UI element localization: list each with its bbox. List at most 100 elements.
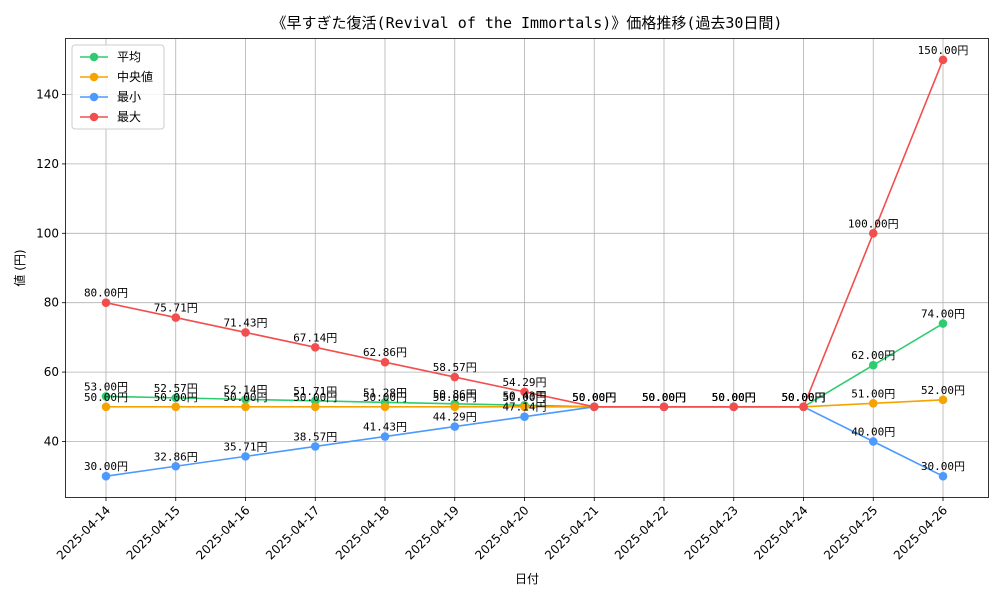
data-label: 62.00円: [851, 349, 895, 362]
data-label: 50.00円: [572, 391, 616, 404]
data-point: [799, 402, 808, 412]
data-label: 32.86円: [154, 450, 198, 463]
data-label: 50.00円: [781, 391, 825, 404]
data-label: 80.00円: [84, 287, 128, 300]
data-point: [101, 298, 111, 307]
data-label: 67.14円: [293, 331, 337, 344]
data-point: [868, 399, 878, 408]
data-point: [101, 392, 111, 401]
data-label: 50.00円: [572, 391, 616, 404]
data-label: 75.71円: [154, 302, 198, 315]
data-label: 52.14円: [223, 383, 267, 396]
legend-box: [71, 44, 165, 130]
series-layer: [101, 55, 948, 481]
data-point: [310, 402, 320, 412]
data-label: 40.00円: [851, 425, 895, 438]
chart-title: 《早すぎた復活(Revival of the Immortals)》価格推移(過…: [272, 14, 783, 32]
data-label: 50.00円: [642, 391, 686, 404]
legend-label: 最小: [117, 90, 141, 104]
data-label: 74.00円: [921, 308, 965, 321]
data-point: [241, 395, 250, 404]
data-label: 50.00円: [712, 391, 756, 404]
data-point: [241, 402, 250, 412]
x-tick-label: 2025-04-19: [403, 503, 462, 562]
legend-marker: [89, 52, 99, 62]
data-label: 50.00円: [223, 391, 267, 404]
data-label: 50.00円: [712, 391, 756, 404]
x-tick-label: 2025-04-16: [193, 503, 252, 562]
x-tick-label: 2025-04-15: [124, 503, 183, 562]
data-point: [938, 55, 948, 65]
data-point: [868, 360, 878, 370]
x-tick-label: 2025-04-23: [682, 503, 741, 562]
data-label: 50.00円: [781, 391, 825, 404]
data-point: [868, 437, 878, 446]
legend-label: 最大: [117, 110, 141, 124]
data-label: 30.00円: [84, 460, 128, 473]
legend-label: 平均: [117, 50, 141, 64]
data-label: 51.71円: [293, 385, 337, 398]
y-tick-label: 40: [44, 434, 59, 448]
x-tick-label: 2025-04-25: [821, 503, 880, 562]
y-tick-label: 100: [36, 226, 59, 240]
data-point: [868, 229, 878, 238]
data-point: [938, 319, 948, 328]
data-point: [520, 387, 529, 397]
x-tick-label: 2025-04-17: [263, 503, 322, 562]
data-point: [380, 402, 390, 412]
data-label: 50.00円: [502, 391, 546, 404]
data-label: 30.00円: [921, 460, 965, 473]
data-point: [101, 471, 111, 481]
axis-ticks: 2025-04-14 2025-04-15 2025-04-16 2025-04-17…: [36, 88, 950, 563]
data-label: 52.00円: [921, 384, 965, 397]
data-label: 44.29円: [433, 411, 477, 424]
data-label: 50.86円: [433, 388, 477, 401]
data-point: [520, 412, 529, 422]
x-tick-label: 2025-04-21: [542, 503, 601, 562]
x-tick-label: 2025-04-24: [751, 503, 810, 562]
data-point: [171, 313, 181, 322]
legend-marker: [89, 92, 99, 102]
data-label: 47.14円: [502, 401, 546, 414]
data-label: 35.71円: [223, 440, 267, 453]
data-point: [310, 442, 320, 451]
data-label: 50.43円: [502, 389, 546, 402]
data-label: 51.00円: [851, 387, 895, 400]
x-tick-label: 2025-04-18: [333, 503, 392, 562]
y-tick-label: 120: [36, 157, 59, 171]
data-point: [659, 402, 669, 412]
data-label: 62.86円: [363, 346, 407, 359]
data-label: 54.29円: [502, 376, 546, 389]
data-label: 38.57円: [293, 430, 337, 443]
data-point: [520, 402, 529, 412]
x-tick-label: 2025-04-22: [612, 503, 671, 562]
data-point: [101, 402, 111, 412]
x-tick-label: 2025-04-14: [54, 503, 113, 562]
data-point: [310, 396, 320, 406]
data-label: 41.43円: [363, 421, 407, 434]
data-label: 53.00円: [84, 380, 128, 393]
data-label: 50.00円: [781, 391, 825, 404]
data-label: 71.43円: [223, 316, 267, 329]
x-tick-label: 2025-04-20: [472, 503, 531, 562]
legend-label: 中央値: [117, 69, 153, 84]
legend-marker: [89, 112, 99, 122]
data-label: 50.00円: [642, 391, 686, 404]
data-point: [938, 395, 948, 405]
data-point: [241, 328, 250, 337]
data-label: 150.00円: [918, 44, 969, 57]
data-label: 50.00円: [293, 391, 337, 404]
data-label: 50.00円: [642, 391, 686, 404]
data-point: [310, 343, 320, 352]
data-label: 50.00円: [154, 391, 198, 404]
y-tick-label: 140: [36, 88, 59, 102]
plot-frame: [65, 38, 989, 498]
data-point: [938, 471, 948, 481]
y-tick-label: 80: [44, 296, 59, 310]
data-point: [589, 402, 599, 412]
data-label: 50.00円: [433, 391, 477, 404]
x-axis-label: 日付: [515, 572, 539, 586]
data-label: 100.00円: [848, 217, 899, 230]
